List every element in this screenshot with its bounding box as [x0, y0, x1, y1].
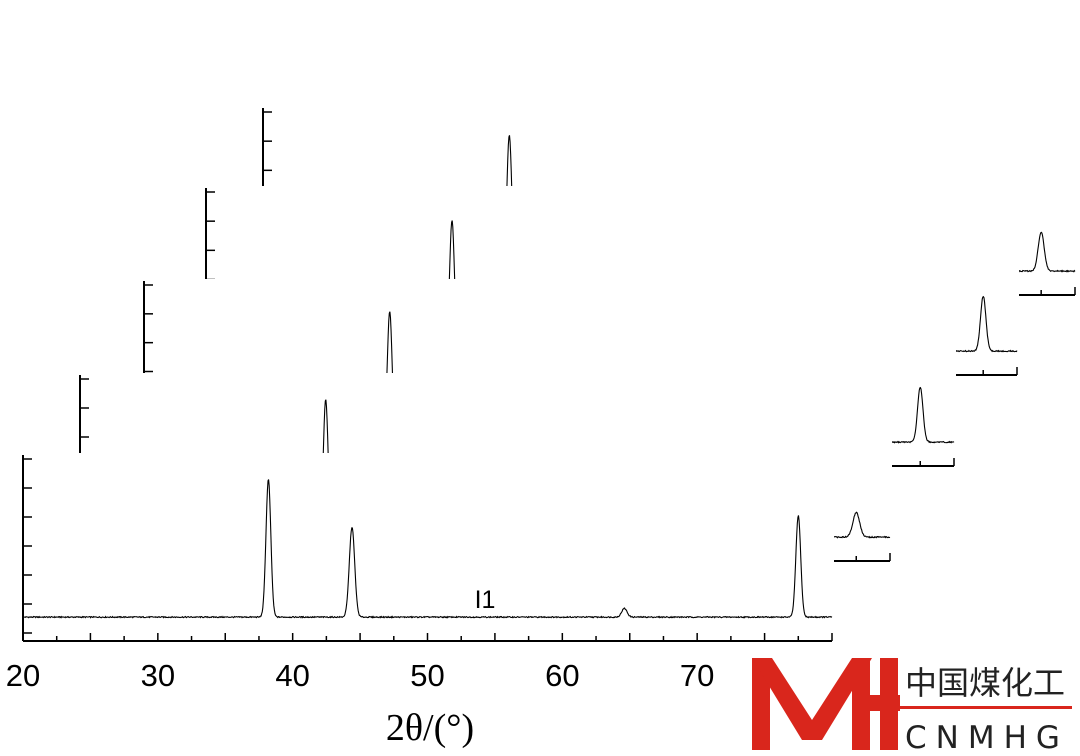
logo-divider — [900, 706, 1072, 709]
x-tick-label-60: 60 — [545, 658, 579, 693]
cnmhg-logo: 中国煤化工 CNMHG — [745, 650, 1080, 756]
x-tick-label-20: 20 — [6, 658, 40, 693]
x-tick-label-50: 50 — [410, 658, 444, 693]
logo-mark-bar — [880, 658, 898, 750]
series-line-i1 — [22, 479, 833, 619]
logo-name-en: CNMHG — [905, 720, 1069, 756]
series-label-i1: I1 — [475, 586, 496, 614]
logo-mark-bar — [752, 658, 770, 750]
x-tick-label-30: 30 — [141, 658, 175, 693]
series-panel-i1: I1 — [22, 453, 834, 642]
x-axis-title: 2θ/(°) — [386, 707, 474, 749]
logo-mark-v — [752, 658, 872, 740]
logo-mark-bar — [852, 658, 870, 750]
logo-name-cn: 中国煤化工 — [905, 664, 1065, 702]
panel-background — [23, 453, 834, 641]
x-tick-label-70: 70 — [680, 658, 714, 693]
x-tick-label-40: 40 — [275, 658, 309, 693]
